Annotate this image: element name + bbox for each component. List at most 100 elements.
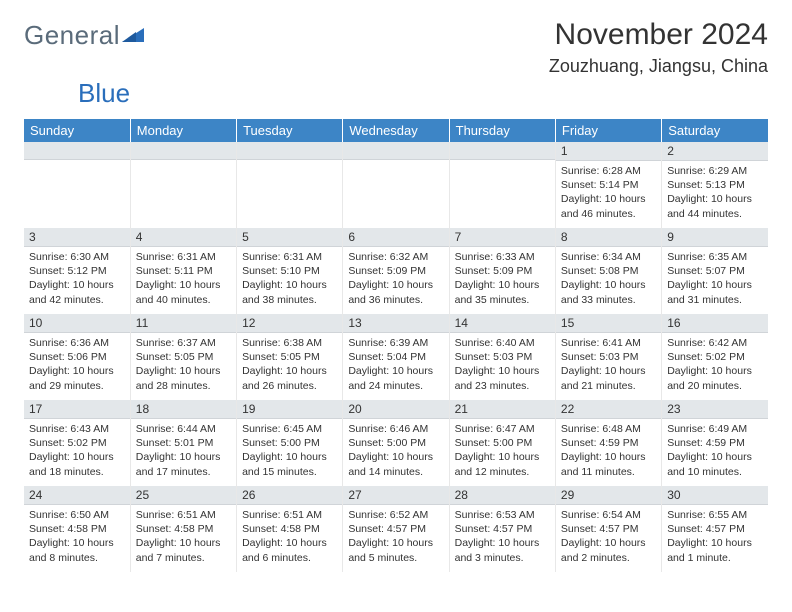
sunrise-text: Sunrise: 6:41 AM xyxy=(561,336,656,350)
day-number: 10 xyxy=(24,314,130,333)
daylight-text: Daylight: 10 hours and 7 minutes. xyxy=(136,536,231,564)
calendar-cell: 1Sunrise: 6:28 AMSunset: 5:14 PMDaylight… xyxy=(555,142,661,228)
sunrise-text: Sunrise: 6:37 AM xyxy=(136,336,231,350)
calendar-head: SundayMondayTuesdayWednesdayThursdayFrid… xyxy=(24,119,768,142)
sunset-text: Sunset: 5:11 PM xyxy=(136,264,231,278)
sunrise-text: Sunrise: 6:29 AM xyxy=(667,164,763,178)
day-body: Sunrise: 6:41 AMSunset: 5:03 PMDaylight:… xyxy=(556,333,661,397)
daylight-text: Daylight: 10 hours and 20 minutes. xyxy=(667,364,763,392)
calendar-row: 24Sunrise: 6:50 AMSunset: 4:58 PMDayligh… xyxy=(24,486,768,572)
sunset-text: Sunset: 4:59 PM xyxy=(667,436,763,450)
day-body: Sunrise: 6:49 AMSunset: 4:59 PMDaylight:… xyxy=(662,419,768,483)
day-body: Sunrise: 6:55 AMSunset: 4:57 PMDaylight:… xyxy=(662,505,768,569)
sunset-text: Sunset: 5:03 PM xyxy=(455,350,550,364)
calendar-cell xyxy=(237,142,343,228)
calendar-cell: 15Sunrise: 6:41 AMSunset: 5:03 PMDayligh… xyxy=(555,314,661,400)
logo-triangle-icon xyxy=(122,18,144,49)
day-number: 3 xyxy=(24,228,130,247)
daylight-text: Daylight: 10 hours and 35 minutes. xyxy=(455,278,550,306)
day-number: 20 xyxy=(343,400,448,419)
sunrise-text: Sunrise: 6:46 AM xyxy=(348,422,443,436)
location: Zouzhuang, Jiangsu, China xyxy=(549,56,768,77)
calendar-cell: 5Sunrise: 6:31 AMSunset: 5:10 PMDaylight… xyxy=(237,228,343,314)
daylight-text: Daylight: 10 hours and 11 minutes. xyxy=(561,450,656,478)
sunrise-text: Sunrise: 6:53 AM xyxy=(455,508,550,522)
sunrise-text: Sunrise: 6:50 AM xyxy=(29,508,125,522)
weekday-header: Friday xyxy=(555,119,661,142)
month-title: November 2024 xyxy=(549,18,768,52)
day-number: 13 xyxy=(343,314,448,333)
day-number: 24 xyxy=(24,486,130,505)
calendar-cell: 14Sunrise: 6:40 AMSunset: 5:03 PMDayligh… xyxy=(449,314,555,400)
day-number: 16 xyxy=(662,314,768,333)
calendar-cell xyxy=(130,142,236,228)
daylight-text: Daylight: 10 hours and 6 minutes. xyxy=(242,536,337,564)
day-number-empty xyxy=(237,142,342,160)
day-body: Sunrise: 6:53 AMSunset: 4:57 PMDaylight:… xyxy=(450,505,555,569)
calendar-cell: 30Sunrise: 6:55 AMSunset: 4:57 PMDayligh… xyxy=(662,486,768,572)
day-number: 18 xyxy=(131,400,236,419)
daylight-text: Daylight: 10 hours and 29 minutes. xyxy=(29,364,125,392)
daylight-text: Daylight: 10 hours and 38 minutes. xyxy=(242,278,337,306)
calendar-cell: 9Sunrise: 6:35 AMSunset: 5:07 PMDaylight… xyxy=(662,228,768,314)
day-number: 30 xyxy=(662,486,768,505)
daylight-text: Daylight: 10 hours and 8 minutes. xyxy=(29,536,125,564)
sunrise-text: Sunrise: 6:28 AM xyxy=(561,164,656,178)
day-body: Sunrise: 6:29 AMSunset: 5:13 PMDaylight:… xyxy=(662,161,768,225)
calendar-cell: 24Sunrise: 6:50 AMSunset: 4:58 PMDayligh… xyxy=(24,486,130,572)
sunset-text: Sunset: 5:05 PM xyxy=(136,350,231,364)
day-number: 4 xyxy=(131,228,236,247)
sunset-text: Sunset: 5:02 PM xyxy=(667,350,763,364)
day-body: Sunrise: 6:42 AMSunset: 5:02 PMDaylight:… xyxy=(662,333,768,397)
day-number: 14 xyxy=(450,314,555,333)
day-body: Sunrise: 6:47 AMSunset: 5:00 PMDaylight:… xyxy=(450,419,555,483)
day-number: 1 xyxy=(556,142,661,161)
day-number: 15 xyxy=(556,314,661,333)
day-number-empty xyxy=(450,142,555,160)
sunset-text: Sunset: 5:00 PM xyxy=(348,436,443,450)
day-number: 25 xyxy=(131,486,236,505)
logo-text-general: General xyxy=(24,20,120,51)
sunrise-text: Sunrise: 6:30 AM xyxy=(29,250,125,264)
calendar-cell: 13Sunrise: 6:39 AMSunset: 5:04 PMDayligh… xyxy=(343,314,449,400)
daylight-text: Daylight: 10 hours and 17 minutes. xyxy=(136,450,231,478)
sunset-text: Sunset: 4:57 PM xyxy=(348,522,443,536)
sunset-text: Sunset: 5:00 PM xyxy=(242,436,337,450)
day-number: 28 xyxy=(450,486,555,505)
sunset-text: Sunset: 4:58 PM xyxy=(29,522,125,536)
day-body: Sunrise: 6:28 AMSunset: 5:14 PMDaylight:… xyxy=(556,161,661,225)
daylight-text: Daylight: 10 hours and 10 minutes. xyxy=(667,450,763,478)
day-body: Sunrise: 6:34 AMSunset: 5:08 PMDaylight:… xyxy=(556,247,661,311)
sunset-text: Sunset: 4:57 PM xyxy=(561,522,656,536)
sunset-text: Sunset: 4:59 PM xyxy=(561,436,656,450)
day-body: Sunrise: 6:38 AMSunset: 5:05 PMDaylight:… xyxy=(237,333,342,397)
title-block: November 2024 Zouzhuang, Jiangsu, China xyxy=(549,18,768,77)
sunset-text: Sunset: 5:09 PM xyxy=(455,264,550,278)
weekday-header: Sunday xyxy=(24,119,130,142)
day-body: Sunrise: 6:45 AMSunset: 5:00 PMDaylight:… xyxy=(237,419,342,483)
calendar-cell: 12Sunrise: 6:38 AMSunset: 5:05 PMDayligh… xyxy=(237,314,343,400)
daylight-text: Daylight: 10 hours and 21 minutes. xyxy=(561,364,656,392)
sunset-text: Sunset: 5:02 PM xyxy=(29,436,125,450)
calendar-cell: 22Sunrise: 6:48 AMSunset: 4:59 PMDayligh… xyxy=(555,400,661,486)
sunrise-text: Sunrise: 6:31 AM xyxy=(136,250,231,264)
day-number: 5 xyxy=(237,228,342,247)
calendar-cell: 2Sunrise: 6:29 AMSunset: 5:13 PMDaylight… xyxy=(662,142,768,228)
day-body: Sunrise: 6:31 AMSunset: 5:11 PMDaylight:… xyxy=(131,247,236,311)
calendar-body: 1Sunrise: 6:28 AMSunset: 5:14 PMDaylight… xyxy=(24,142,768,572)
sunset-text: Sunset: 5:08 PM xyxy=(561,264,656,278)
day-number: 21 xyxy=(450,400,555,419)
sunset-text: Sunset: 5:04 PM xyxy=(348,350,443,364)
day-number: 26 xyxy=(237,486,342,505)
day-number: 29 xyxy=(556,486,661,505)
sunrise-text: Sunrise: 6:40 AM xyxy=(455,336,550,350)
sunset-text: Sunset: 5:05 PM xyxy=(242,350,337,364)
calendar-cell: 3Sunrise: 6:30 AMSunset: 5:12 PMDaylight… xyxy=(24,228,130,314)
calendar-cell xyxy=(343,142,449,228)
calendar-cell: 28Sunrise: 6:53 AMSunset: 4:57 PMDayligh… xyxy=(449,486,555,572)
weekday-header: Tuesday xyxy=(237,119,343,142)
sunset-text: Sunset: 5:12 PM xyxy=(29,264,125,278)
day-body: Sunrise: 6:50 AMSunset: 4:58 PMDaylight:… xyxy=(24,505,130,569)
sunset-text: Sunset: 5:14 PM xyxy=(561,178,656,192)
sunrise-text: Sunrise: 6:44 AM xyxy=(136,422,231,436)
